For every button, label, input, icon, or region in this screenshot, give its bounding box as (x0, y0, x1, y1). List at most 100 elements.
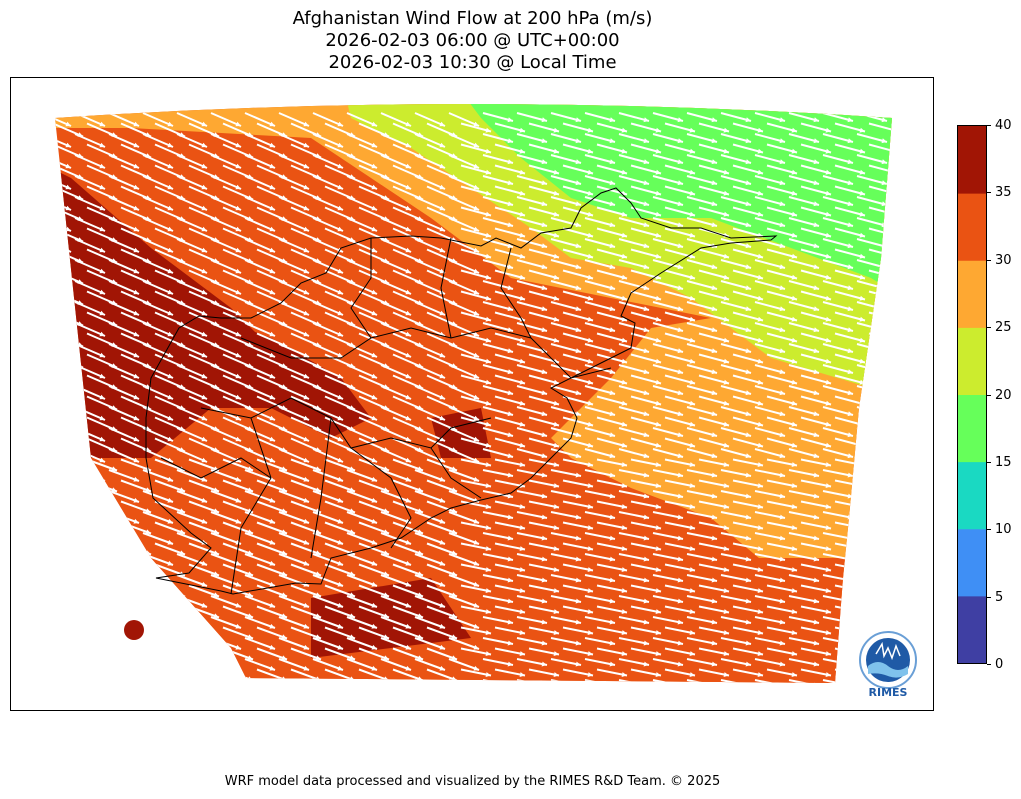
wind-arrow-head (485, 504, 491, 509)
wind-arrow (562, 143, 594, 154)
wind-arrow-head (553, 609, 559, 614)
wind-arrow-head (541, 222, 547, 228)
wind-arrow (494, 395, 526, 406)
wind-arrow-head (609, 138, 615, 144)
wind-arrow (74, 574, 106, 587)
wind-arrow-head (587, 630, 593, 635)
wind-arrow-head (621, 274, 627, 280)
wind-arrow-head (859, 609, 865, 614)
wind-arrow-head (439, 518, 445, 524)
wind-arrow (618, 364, 650, 374)
wind-arrow (392, 542, 424, 556)
wind-arrow (313, 701, 343, 711)
wind-arrow-head (519, 169, 525, 175)
wind-arrow (903, 166, 933, 174)
wind-arrow-head (621, 379, 627, 385)
wind-arrow-head (928, 149, 933, 154)
wind-arrow-head (621, 442, 627, 448)
wind-arrow (834, 353, 866, 364)
wind-arrow (528, 437, 560, 448)
wind-arrow (550, 385, 582, 395)
wind-arrow-head (825, 546, 831, 551)
wind-arrow-head (553, 630, 559, 635)
wind-arrow-head (133, 205, 139, 211)
wind-arrow (448, 238, 480, 253)
wind-arrow (482, 217, 514, 227)
wind-arrow (278, 259, 310, 274)
wind-arrow-head (77, 655, 83, 661)
wind-arrow-head (473, 331, 479, 337)
wind-arrow-head (179, 529, 185, 535)
wind-arrow-head (711, 619, 717, 625)
wind-arrow (732, 521, 764, 530)
wind-arrow-head (712, 704, 717, 709)
wind-arrow-head (473, 226, 479, 232)
wind-arrow (482, 532, 514, 540)
wind-arrow (346, 175, 378, 190)
wind-arrow-head (881, 577, 887, 583)
wind-arrow-head (587, 504, 593, 509)
wind-arrow (754, 154, 786, 164)
wind-arrow-head (916, 536, 921, 541)
wind-arrow-head (779, 159, 785, 165)
wind-arrow (800, 626, 832, 635)
wind-arrow (664, 143, 696, 154)
wind-arrow-head (609, 472, 615, 478)
wind-arrow (698, 647, 730, 656)
wind-arrow (393, 691, 423, 702)
wind-arrow-head (519, 462, 525, 467)
wind-arrow-head (655, 525, 661, 530)
wind-arrow-head (405, 373, 411, 379)
wind-arrow (766, 332, 798, 343)
wind-arrow (482, 154, 514, 164)
wind-arrow-head (541, 453, 547, 459)
wind-arrow-head (519, 546, 525, 551)
wind-arrow-head (859, 358, 865, 364)
wind-arrow-head (894, 504, 899, 509)
wind-arrow (562, 416, 594, 427)
wind-arrow (516, 238, 548, 248)
wind-arrow (278, 133, 310, 148)
wind-arrow (278, 511, 310, 524)
wind-arrow-head (439, 436, 445, 442)
wind-arrow (868, 542, 892, 551)
wind-arrow-head (179, 697, 185, 702)
wind-arrow (686, 259, 718, 269)
wind-arrow (346, 637, 378, 650)
wind-arrow-head (269, 352, 275, 358)
wind-arrow-head (723, 483, 729, 488)
wind-arrow-head (405, 457, 411, 463)
wind-arrow-head (894, 212, 899, 217)
wind-arrow (584, 175, 616, 185)
wind-arrow-head (383, 613, 389, 619)
wind-arrow-head (575, 556, 581, 562)
wind-arrow-head (303, 373, 309, 379)
wind-arrow-head (928, 588, 933, 593)
wind-arrow (800, 227, 832, 238)
wind-arrow (482, 112, 514, 122)
wind-arrow-head (894, 443, 899, 448)
wind-arrow-head (269, 121, 275, 127)
wind-arrow (324, 605, 356, 619)
wind-arrow (53, 691, 83, 702)
wind-arrow-head (485, 651, 491, 656)
wind-arrow (822, 364, 854, 374)
wind-arrow (312, 427, 344, 442)
wind-arrow-head (201, 142, 207, 148)
wind-arrow (210, 238, 242, 253)
wind-arrow-head (928, 212, 933, 217)
wind-arrow (720, 679, 752, 683)
wind-map (53, 104, 933, 711)
wind-arrow (244, 637, 276, 650)
wind-arrow (108, 238, 140, 253)
wind-arrow-head (813, 453, 819, 459)
wind-arrow (256, 521, 288, 535)
wind-arrow-head (235, 497, 241, 503)
wind-arrow (618, 238, 650, 248)
wind-arrow (903, 586, 933, 592)
wind-arrow (176, 616, 208, 629)
wind-arrow-head (473, 602, 479, 608)
wind-arrow-head (587, 525, 593, 530)
wind-arrow (414, 637, 446, 650)
wind-arrow (210, 322, 242, 337)
